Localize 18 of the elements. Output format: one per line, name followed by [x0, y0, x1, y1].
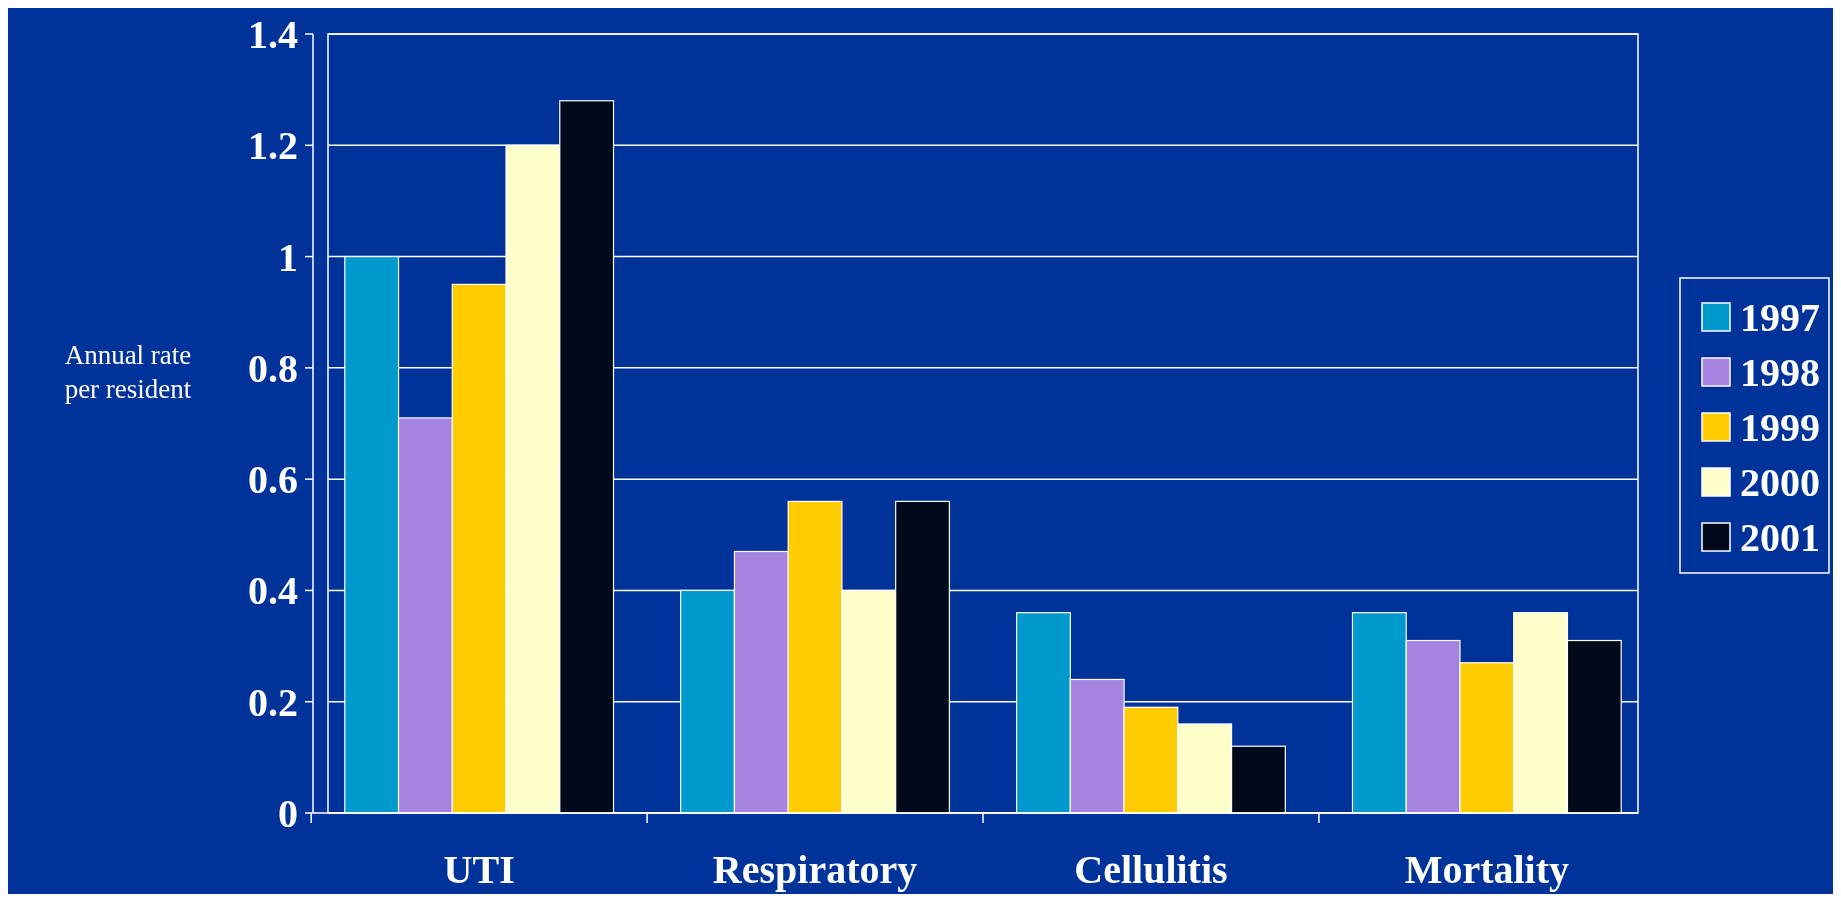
legend-label: 1997 [1740, 295, 1820, 340]
legend-label: 2001 [1740, 515, 1820, 560]
legend-label: 1999 [1740, 405, 1820, 450]
x-tick-label: Cellulitis [1074, 847, 1228, 892]
x-tick-label: Respiratory [712, 847, 918, 892]
y-tick-label: 0.8 [248, 345, 298, 391]
y-tick-label: 1 [278, 234, 298, 280]
y-tick-label: 0.4 [248, 568, 298, 614]
x-tick-label: Mortality [1404, 847, 1570, 892]
y-tick-label: 0 [278, 791, 298, 836]
y-tick-label: 0.2 [248, 679, 298, 725]
y-tick-label: 0.6 [248, 457, 298, 503]
legend-label: 2000 [1740, 460, 1820, 505]
legend-label: 1998 [1740, 350, 1820, 395]
y-axis-title: Annual rate per resident [64, 340, 192, 404]
x-tick-label: UTI [443, 847, 515, 892]
y-tick-label: 1.4 [248, 12, 298, 57]
y-tick-label: 1.2 [248, 123, 298, 169]
